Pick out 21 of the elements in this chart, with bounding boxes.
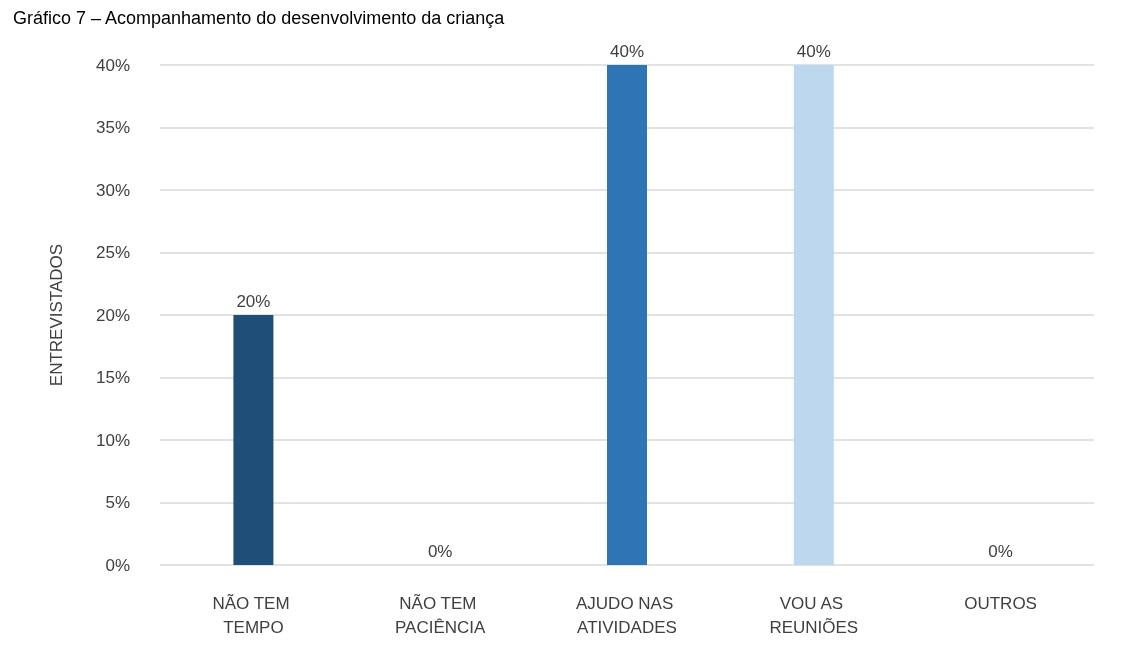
data-label: 0% (427, 542, 453, 561)
y-tick-label: 20% (95, 305, 130, 325)
data-label: 0% (988, 542, 1013, 561)
y-tick-label: 40% (95, 55, 130, 75)
x-tick-label: OUTROS (964, 593, 1037, 613)
x-tick-label: AJUDO NAS ATIVIDADES (575, 593, 679, 637)
y-axis-title: ENTREVISTADOS (47, 243, 66, 387)
x-tick-label: NÃO TEM PACIÊNCIA (395, 593, 487, 637)
data-label: 40% (796, 42, 831, 61)
chart-title: Gráfico 7 – Acompanhamento do desenvolvimento da criança (13, 8, 506, 28)
y-tick-label: 30% (95, 180, 130, 200)
x-tick-label: VOU AS REUNIÕES (769, 593, 859, 637)
y-tick-label: 10% (95, 430, 130, 450)
y-tick-label: 25% (95, 243, 130, 262)
y-tick-label: 5% (105, 493, 130, 512)
data-label: 40% (609, 42, 645, 61)
y-tick-label: 15% (95, 368, 130, 387)
x-tick-label: NÃO TEM TEMPO (212, 593, 295, 637)
y-tick-label: 0% (105, 555, 130, 575)
data-label: 20% (236, 292, 271, 311)
y-tick-label: 35% (95, 118, 130, 137)
